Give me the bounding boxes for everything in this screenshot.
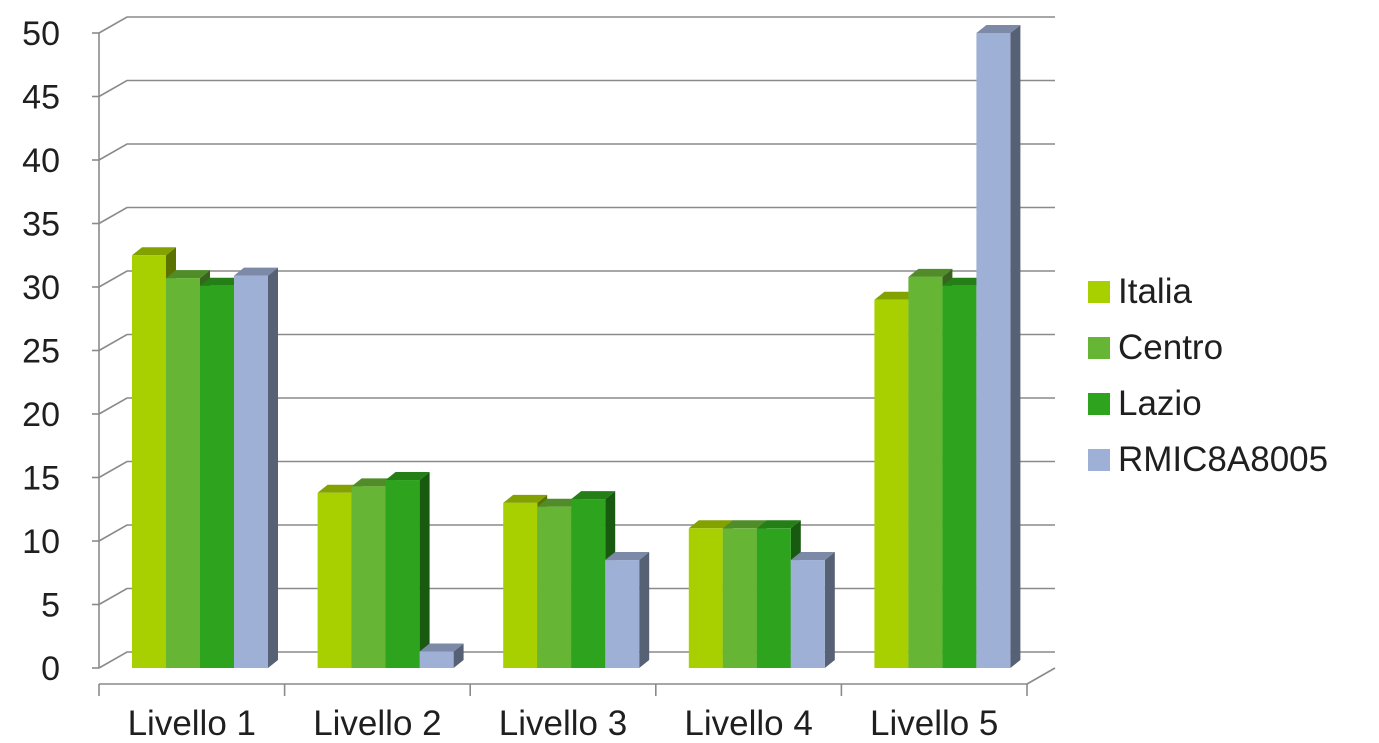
bar-top — [317, 484, 362, 493]
bar-side — [453, 643, 464, 668]
bar-front — [200, 285, 234, 668]
bar — [385, 472, 430, 668]
y-tick-label: 45 — [22, 79, 60, 117]
bar-side — [639, 552, 650, 668]
y-axis-tick-labels: 0 5 10 15 20 25 30 35 40 45 50 — [22, 15, 60, 688]
bar-top — [756, 520, 801, 529]
x-tick-label: Livello 1 — [128, 704, 256, 743]
bar-top — [419, 643, 464, 652]
y-tick-label: 35 — [22, 206, 60, 244]
bar-side — [419, 472, 430, 668]
gridlines — [92, 16, 1055, 669]
x-tick-label: Livello 2 — [313, 704, 441, 743]
bar-front — [317, 492, 352, 668]
y-tick-label: 50 — [22, 15, 60, 53]
bar — [790, 552, 835, 668]
x-axis: Livello 1 Livello 2 Livello 3 Livello 4 Live… — [98, 667, 1056, 743]
bar-top — [605, 552, 650, 561]
legend-label: RMIC8A8005 — [1118, 440, 1328, 479]
floor-edge — [1026, 667, 1056, 685]
bar-front — [874, 299, 909, 668]
bar-front — [942, 285, 977, 668]
legend-swatch — [1088, 393, 1110, 415]
y-tick-label: 0 — [41, 650, 60, 688]
bar — [605, 552, 650, 668]
gridline — [98, 460, 1055, 479]
bar-front — [790, 560, 825, 668]
bar-front — [166, 278, 200, 668]
bar-front — [385, 480, 420, 668]
legend-label: Italia — [1118, 272, 1192, 311]
bar-top — [200, 277, 244, 286]
bar-front — [908, 276, 943, 668]
bar-top — [166, 270, 210, 279]
bar-top — [790, 552, 835, 561]
bar-side — [268, 267, 278, 668]
bar-top — [571, 491, 616, 500]
bar-top — [132, 247, 176, 256]
bar-front — [503, 502, 538, 668]
bar-top — [976, 25, 1021, 33]
gridline — [98, 397, 1055, 415]
gridline — [98, 333, 1055, 352]
bar-front — [756, 528, 791, 668]
bar-top — [908, 268, 953, 277]
bar-top — [942, 277, 987, 286]
bar-top — [537, 498, 582, 507]
bar-front — [722, 528, 757, 668]
bar-front — [976, 33, 1011, 668]
bar-front — [571, 499, 606, 668]
legend-swatch — [1088, 449, 1110, 471]
gridline — [98, 270, 1055, 288]
y-tick-label: 5 — [41, 587, 60, 625]
bar — [419, 643, 464, 668]
bar-front — [234, 275, 268, 668]
gridline — [98, 79, 1055, 98]
bar-top — [503, 494, 548, 503]
y-tick-label: 30 — [22, 269, 60, 307]
bar-side — [824, 552, 835, 668]
y-tick-label: 20 — [22, 396, 60, 434]
legend-label: Centro — [1118, 328, 1223, 367]
x-tick-label: Livello 5 — [870, 704, 998, 743]
bar-front — [419, 651, 454, 668]
gridline — [98, 143, 1055, 161]
bar-top — [385, 472, 430, 481]
y-tick-label: 15 — [22, 460, 60, 498]
bar-top — [688, 520, 733, 529]
bar-top — [722, 520, 767, 529]
bar — [976, 25, 1021, 668]
gridline — [98, 206, 1055, 225]
legend-label: Lazio — [1118, 384, 1202, 423]
legend-swatch — [1088, 281, 1110, 303]
bar-top — [874, 291, 919, 300]
bar-front — [605, 560, 640, 668]
gridline — [98, 16, 1055, 34]
bar-top — [351, 478, 396, 487]
x-tick-label: Livello 3 — [499, 704, 627, 743]
legend: Italia Centro Lazio RMIC8A8005 — [1088, 272, 1328, 479]
y-tick-label: 40 — [22, 142, 60, 180]
bars — [132, 25, 1021, 668]
bar — [571, 491, 616, 668]
bar-side — [1010, 25, 1021, 668]
bar-front — [537, 506, 572, 668]
y-tick-label: 25 — [22, 333, 60, 371]
x-tick-label: Livello 4 — [684, 704, 812, 743]
legend-swatch — [1088, 337, 1110, 359]
y-tick-label: 10 — [22, 523, 60, 561]
bar-front — [351, 486, 386, 668]
bar-front — [132, 255, 166, 668]
bar-top — [234, 267, 278, 276]
bar — [234, 267, 278, 668]
bar-front — [688, 528, 723, 668]
